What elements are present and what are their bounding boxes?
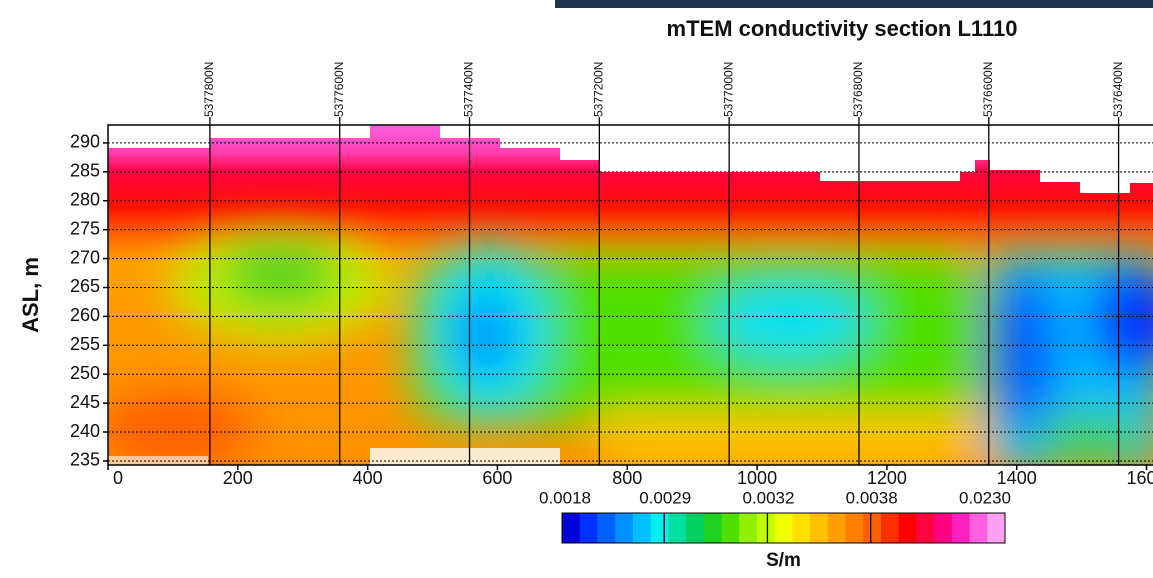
colorbar-tick-label: 0.0018: [539, 488, 591, 507]
colorbar-frame: [561, 512, 1006, 544]
y-tick-label: 255: [70, 334, 100, 354]
station-label: 5376400N: [1111, 62, 1125, 117]
x-tick-label: 1000: [737, 468, 777, 488]
y-tick-label: 285: [70, 161, 100, 181]
colorbar-swatch: [615, 513, 634, 543]
station-label: 5377400N: [462, 62, 476, 117]
colorbar-swatch: [686, 513, 705, 543]
colorbar-swatch: [597, 513, 616, 543]
colorbar-swatch: [756, 513, 776, 543]
colorbar-swatch: [668, 513, 687, 543]
header-bar: [555, 0, 1153, 8]
x-tick-label: 1200: [867, 468, 907, 488]
colorbar-swatch: [863, 513, 882, 543]
chart-title: mTEM conductivity section L1110: [667, 16, 1018, 41]
x-tick-label: 200: [223, 468, 253, 488]
colorbar-swatch: [969, 513, 988, 543]
y-tick-label: 265: [70, 276, 100, 296]
x-tick-label: 0: [113, 468, 123, 488]
y-tick-label: 275: [70, 218, 100, 238]
y-tick-label: 235: [70, 450, 100, 470]
colorbar-swatch: [632, 513, 652, 543]
colorbar-swatch: [739, 513, 758, 543]
station-label: 5376600N: [981, 62, 995, 117]
colorbar-swatch: [774, 513, 793, 543]
station-label: 5377600N: [332, 62, 346, 117]
y-tick-label: 290: [70, 132, 100, 152]
colorbar-tick-label: 0.0230: [959, 488, 1011, 507]
plot-frame: [107, 124, 1153, 466]
station-label: 5377200N: [592, 62, 606, 117]
colorbar-tick-label: 0.0038: [846, 488, 898, 507]
colorbar-tick-label: 0.0032: [742, 488, 794, 507]
colorbar-swatch: [827, 513, 847, 543]
x-tick-label: 600: [482, 468, 512, 488]
colorbar-swatch: [579, 513, 598, 543]
y-tick-label: 240: [70, 421, 100, 441]
y-tick-label: 280: [70, 189, 100, 209]
colorbar-swatch: [880, 513, 900, 543]
y-axis-label: ASL, m: [18, 257, 43, 333]
colorbar-swatch: [916, 513, 935, 543]
colorbar-swatch: [792, 513, 811, 543]
y-tick-label: 245: [70, 392, 100, 412]
colorbar-label: S/m: [766, 550, 801, 571]
station-label: 5377000N: [721, 62, 735, 117]
section-field: [108, 125, 1153, 465]
colorbar-swatch: [898, 513, 917, 543]
y-tick-label: 270: [70, 247, 100, 267]
colorbar-swatch: [703, 513, 722, 543]
colorbar-swatch: [987, 513, 1006, 543]
x-tick-label: 1400: [997, 468, 1037, 488]
colorbar-swatch: [721, 513, 740, 543]
colorbar-tick-label: 0.0029: [639, 488, 691, 507]
colorbar-swatch: [845, 513, 864, 543]
station-label: 5376800N: [851, 62, 865, 117]
colorbar-swatch: [951, 513, 971, 543]
y-tick-label: 260: [70, 305, 100, 325]
colorbar-swatch: [934, 513, 953, 543]
x-tick-label: 800: [612, 468, 642, 488]
colorbar-swatch: [650, 513, 669, 543]
x-tick-label: 400: [353, 468, 383, 488]
colorbar-swatch: [562, 513, 581, 543]
x-tick-label: 1600: [1126, 468, 1153, 488]
y-tick-label: 250: [70, 363, 100, 383]
colorbar-swatch: [810, 513, 829, 543]
station-label: 5377800N: [202, 62, 216, 117]
